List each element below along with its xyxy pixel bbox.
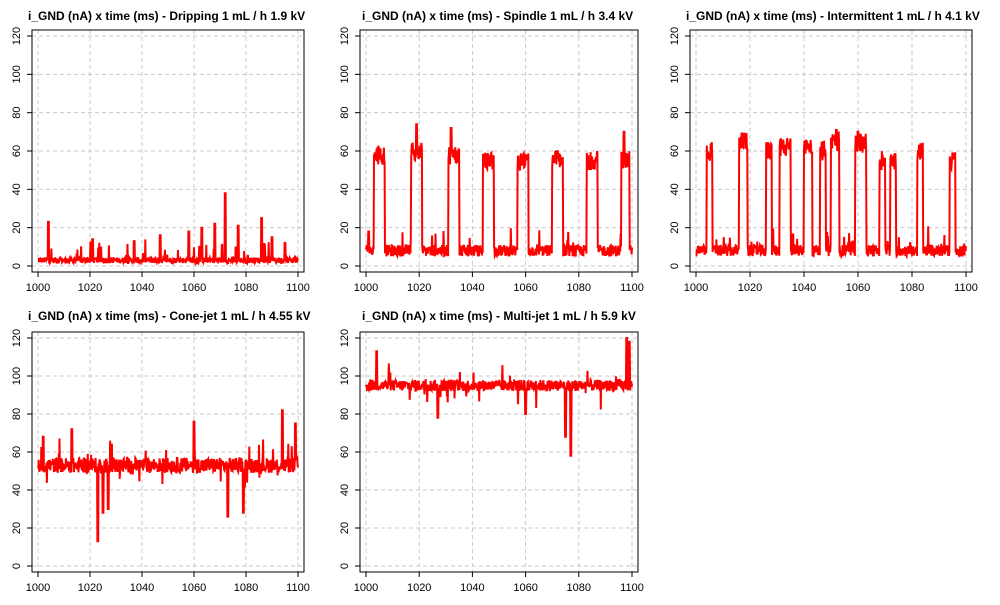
y-tick-label: 100 (11, 367, 23, 385)
y-tick-label: 60 (11, 446, 23, 458)
x-tick-label: 1040 (792, 282, 816, 294)
x-tick-label: 1040 (130, 282, 154, 294)
y-tick-label: 60 (339, 446, 351, 458)
x-tick-label: 1080 (567, 282, 591, 294)
y-tick-label: 60 (339, 145, 351, 157)
y-tick-label: 0 (11, 563, 23, 569)
x-tick-label: 1100 (286, 282, 310, 294)
x-tick-label: 1020 (407, 582, 431, 594)
x-tick-label: 1020 (78, 282, 102, 294)
x-tick-label: 1060 (182, 582, 206, 594)
series-line (37, 409, 299, 543)
x-tick-label: 1000 (684, 282, 708, 294)
x-tick-label: 1000 (354, 282, 378, 294)
x-tick-label: 1080 (234, 582, 258, 594)
plot-frame (359, 331, 639, 573)
y-tick-label: 100 (339, 65, 351, 83)
chart-title: i_GND (nA) x time (ms) - Dripping 1 mL /… (28, 9, 305, 23)
y-tick-label: 60 (669, 145, 681, 157)
y-tick-label: 80 (339, 408, 351, 420)
y-tick-label: 20 (11, 522, 23, 534)
y-tick-label: 0 (339, 563, 351, 569)
x-tick-label: 1020 (78, 582, 102, 594)
x-tick-label: 1100 (286, 582, 310, 594)
x-tick-label: 1080 (900, 282, 924, 294)
x-tick-label: 1020 (407, 282, 431, 294)
x-tick-label: 1020 (738, 282, 762, 294)
y-tick-label: 80 (669, 107, 681, 119)
y-tick-label: 40 (339, 183, 351, 195)
x-tick-label: 1040 (460, 582, 484, 594)
y-tick-label: 80 (11, 107, 23, 119)
chart-panel-1: 1000 1020 1040 1060 1080 1100 0 20 40 60 80 100 120 i… (11, 9, 310, 294)
y-tick-label: 120 (339, 329, 351, 347)
y-tick-label: 0 (669, 263, 681, 269)
x-tick-label: 1100 (620, 582, 644, 594)
series-line (695, 128, 967, 260)
y-tick-label: 0 (11, 263, 23, 269)
y-tick-label: 20 (669, 222, 681, 234)
y-tick-label: 120 (669, 27, 681, 45)
y-tick-label: 120 (11, 27, 23, 45)
x-tick-label: 1040 (130, 582, 154, 594)
x-tick-label: 1080 (234, 282, 258, 294)
y-tick-label: 100 (339, 367, 351, 385)
series-line (365, 337, 633, 457)
chart-panel-4: 1000 1020 1040 1060 1080 1100 0 20 40 60 80 100 120 i… (11, 309, 311, 594)
y-tick-label: 100 (669, 65, 681, 83)
y-tick-label: 40 (669, 183, 681, 195)
chart-title: i_GND (nA) x time (ms) - Intermittent 1 … (686, 9, 980, 23)
y-tick-label: 40 (11, 484, 23, 496)
x-tick-label: 1060 (182, 282, 206, 294)
y-tick-label: 100 (11, 65, 23, 83)
chart-panel-2: 1000 1020 1040 1060 1080 1100 0 20 40 60 80 100 120 i… (339, 9, 644, 294)
chart-panel-5: 1000 1020 1040 1060 1080 1100 0 20 40 60 80 100 120 i… (339, 309, 644, 594)
x-tick-label: 1000 (26, 582, 50, 594)
y-tick-label: 80 (11, 408, 23, 420)
y-tick-label: 40 (339, 484, 351, 496)
x-tick-label: 1060 (513, 582, 537, 594)
chart-panel-3: 1000 1020 1040 1060 1080 1100 0 20 40 60 80 100 120 i… (669, 9, 980, 294)
chart-title: i_GND (nA) x time (ms) - Multi-jet 1 mL … (362, 309, 636, 323)
y-tick-label: 0 (339, 263, 351, 269)
chart-title: i_GND (nA) x time (ms) - Spindle 1 mL / … (362, 9, 633, 23)
y-tick-label: 120 (11, 329, 23, 347)
y-tick-label: 60 (11, 145, 23, 157)
chart-title: i_GND (nA) x time (ms) - Cone-jet 1 mL /… (28, 309, 311, 323)
x-tick-label: 1100 (954, 282, 978, 294)
x-tick-label: 1040 (460, 282, 484, 294)
y-tick-label: 20 (339, 222, 351, 234)
y-tick-label: 80 (339, 107, 351, 119)
y-tick-label: 120 (339, 27, 351, 45)
x-tick-label: 1080 (567, 582, 591, 594)
series-line (37, 192, 299, 267)
x-tick-label: 1000 (26, 282, 50, 294)
y-tick-label: 20 (11, 222, 23, 234)
series-line (365, 123, 633, 260)
y-tick-label: 40 (11, 183, 23, 195)
x-tick-label: 1100 (620, 282, 644, 294)
x-tick-label: 1000 (354, 582, 378, 594)
y-tick-label: 20 (339, 522, 351, 534)
x-tick-label: 1060 (846, 282, 870, 294)
x-tick-label: 1060 (513, 282, 537, 294)
